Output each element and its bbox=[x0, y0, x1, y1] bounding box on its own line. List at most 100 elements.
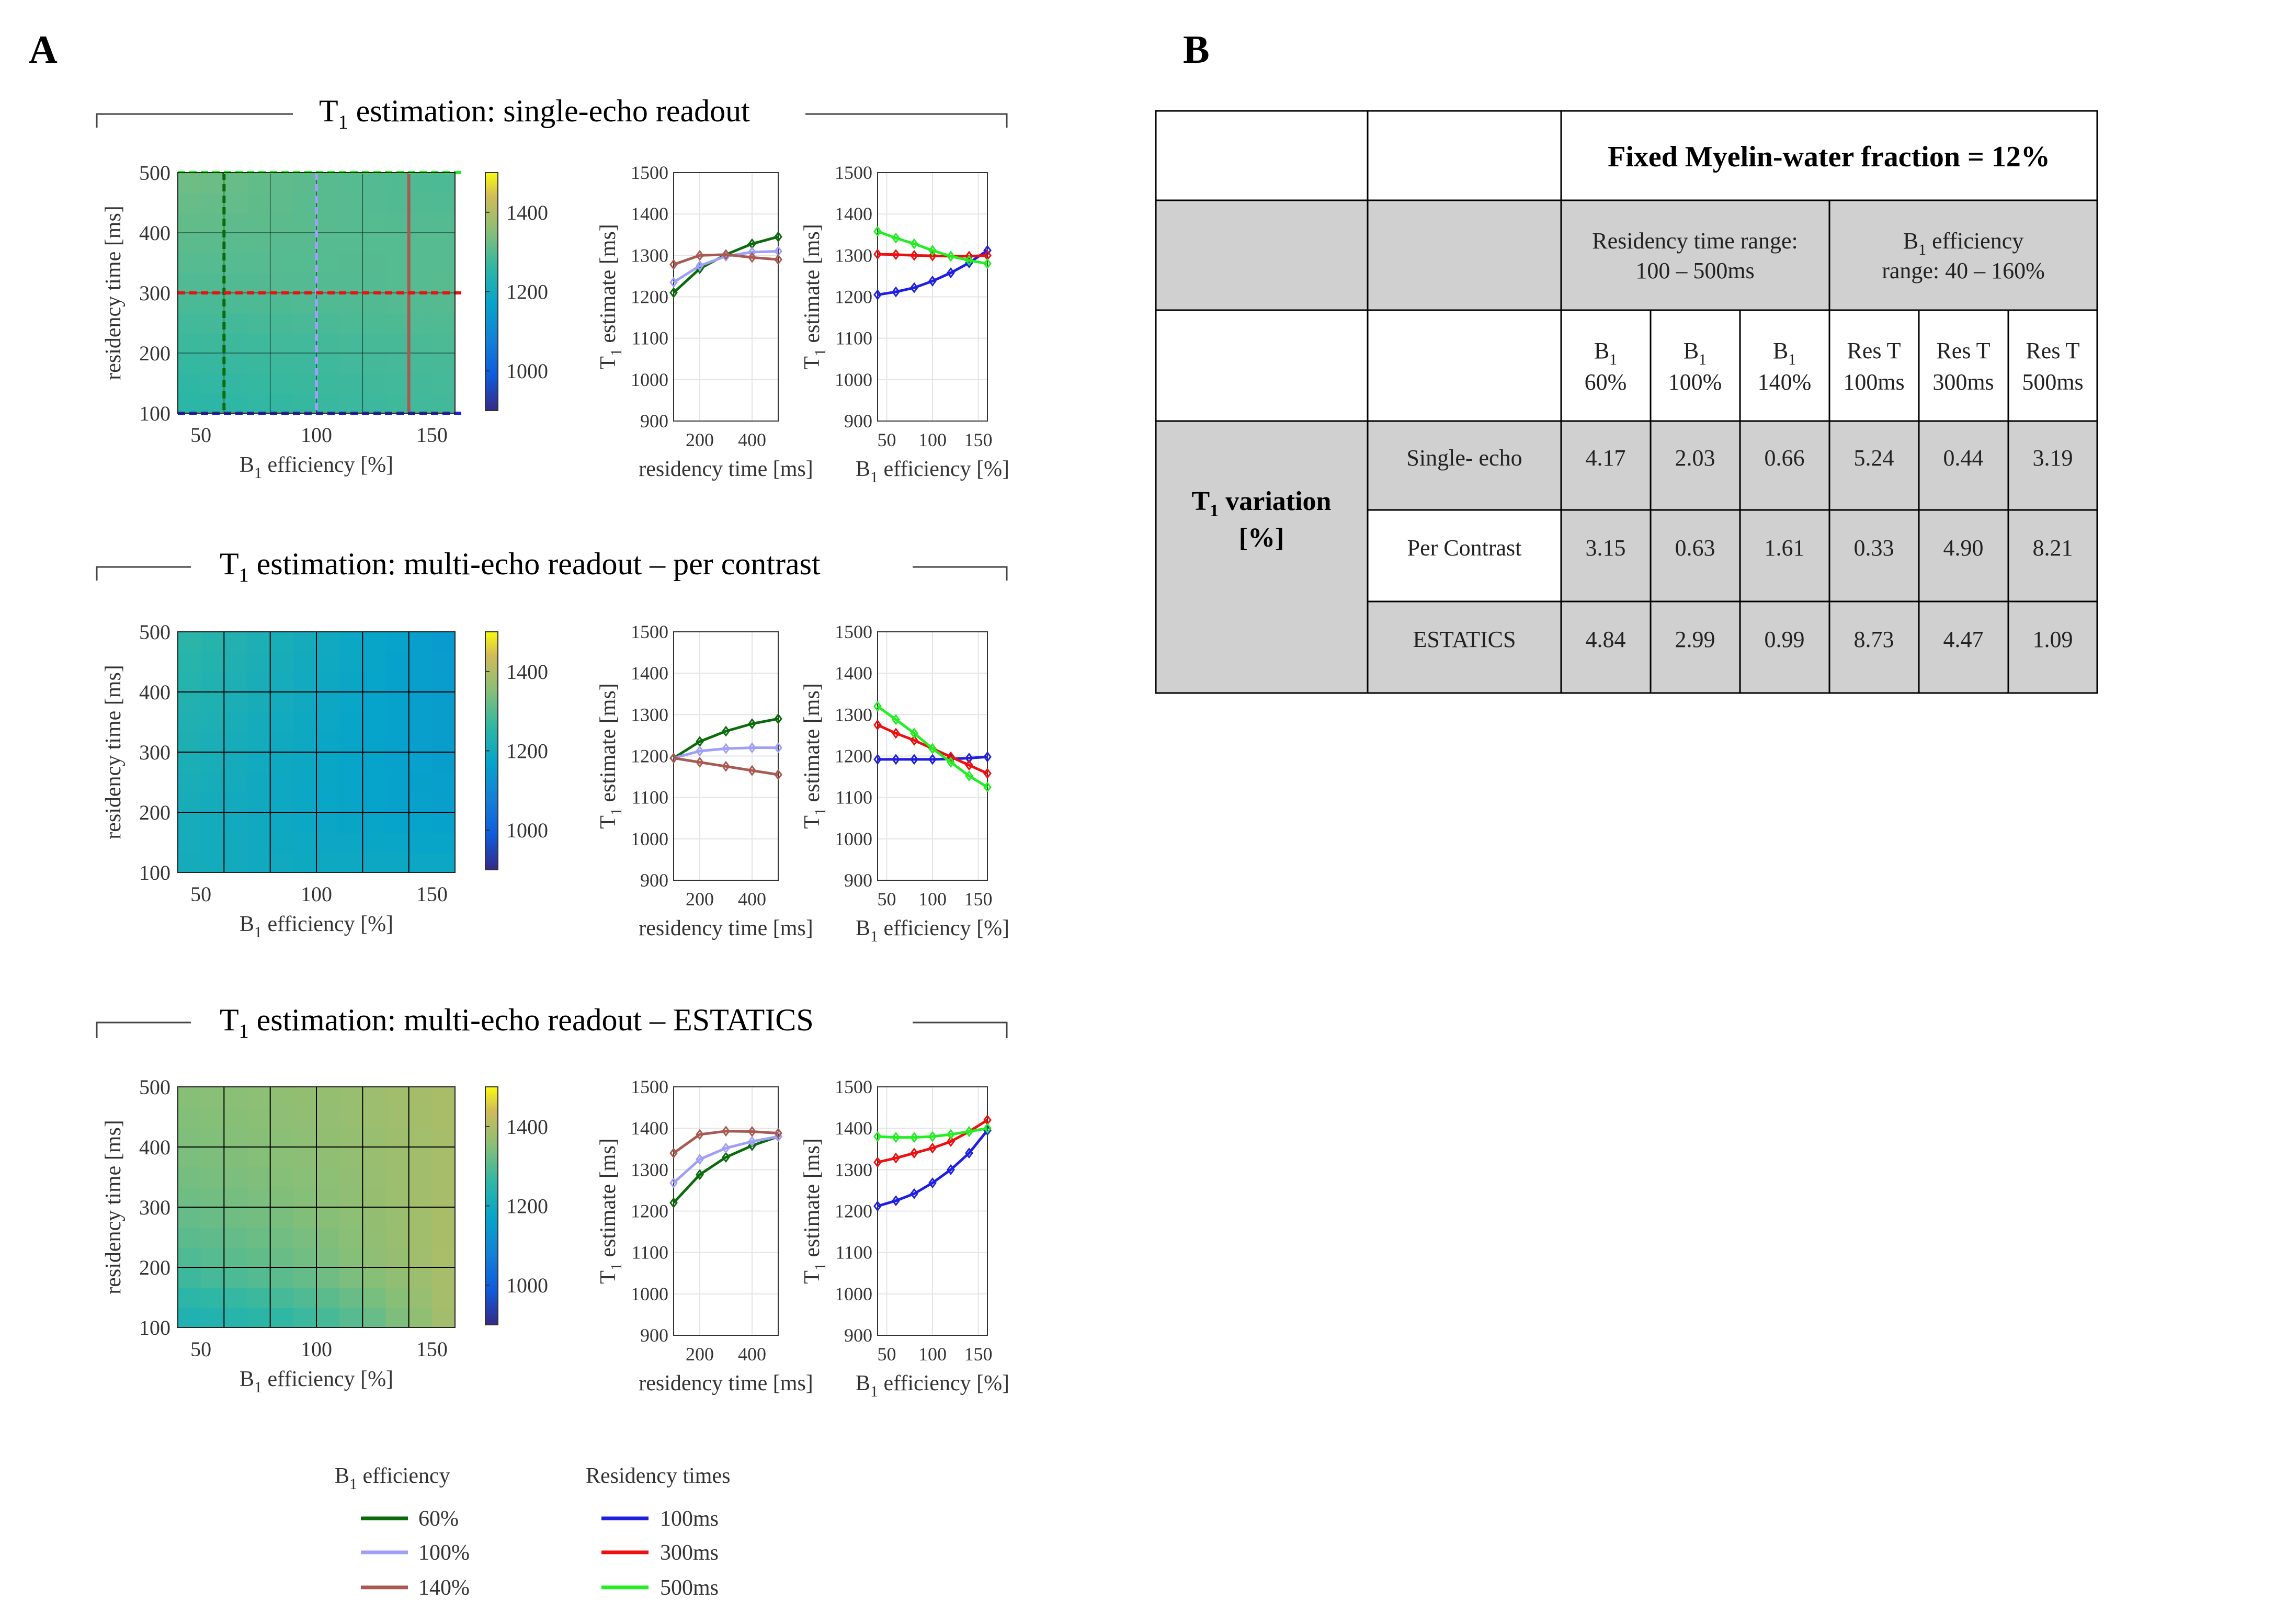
y-tick-label: 1200 bbox=[835, 746, 872, 767]
legend-b1-label: 100% bbox=[418, 1541, 470, 1565]
heatmap-cell bbox=[201, 692, 225, 713]
heatmap-cell bbox=[316, 293, 340, 314]
x-tick-label: 200 bbox=[686, 889, 714, 910]
heatmap-cell bbox=[316, 632, 340, 653]
x-axis-label: B1 efficiency [%] bbox=[856, 1371, 1009, 1400]
legend-b1-label: 60% bbox=[418, 1507, 459, 1531]
heatmap-cell bbox=[362, 812, 386, 833]
heatmap-cell bbox=[339, 293, 363, 314]
data-point bbox=[669, 1148, 678, 1159]
heatmap-cell bbox=[408, 732, 433, 753]
heatmap-cell bbox=[224, 313, 248, 334]
data-point bbox=[910, 734, 918, 746]
heatmap-cell bbox=[316, 852, 340, 873]
row-title-2: T1 estimation: multi-echo readout – per … bbox=[96, 547, 1008, 586]
heatmap-cell bbox=[339, 632, 363, 653]
y-tick-label: 1200 bbox=[835, 287, 872, 308]
heatmap-cell bbox=[385, 233, 410, 254]
heatmap-cell bbox=[270, 1247, 294, 1268]
heatmap-cell bbox=[316, 253, 340, 274]
data-point bbox=[748, 252, 756, 263]
heatmap-cell bbox=[316, 233, 340, 254]
data-point bbox=[748, 718, 756, 730]
heatmap-cell bbox=[431, 852, 456, 873]
heatmap-cell bbox=[362, 1287, 386, 1308]
panel-letter-b: B bbox=[1183, 28, 1210, 72]
heatmap-cell bbox=[339, 253, 363, 274]
heatmap-cell bbox=[293, 1287, 317, 1308]
heatmap-y-tick: 400 bbox=[139, 680, 170, 704]
heatmap-cell bbox=[247, 652, 271, 673]
heatmap-cell bbox=[293, 1167, 317, 1188]
heatmap-cell bbox=[201, 732, 225, 753]
heatmap-cell bbox=[385, 852, 410, 873]
heatmap-cell bbox=[362, 752, 386, 773]
heatmap-cell bbox=[316, 373, 340, 394]
heatmap-cell bbox=[270, 712, 294, 733]
y-axis-label: T1 estimate [ms] bbox=[800, 1138, 829, 1284]
heatmap-cell bbox=[247, 1267, 271, 1288]
heatmap-y-tick: 300 bbox=[139, 281, 170, 305]
heatmap-cell bbox=[385, 1127, 410, 1148]
legend: B1 efficiency 60% 100% 140% Residency ti… bbox=[335, 1464, 730, 1600]
x-tick-label: 100 bbox=[918, 1344, 947, 1365]
data-point bbox=[669, 287, 678, 299]
heatmap-cell bbox=[178, 792, 202, 813]
y-tick-label: 1200 bbox=[835, 1201, 872, 1222]
colorbar-tick-label: 1200 bbox=[506, 740, 548, 763]
heatmap-cell bbox=[362, 852, 386, 873]
data-point bbox=[873, 225, 882, 237]
heatmap-cell bbox=[408, 1307, 433, 1328]
heatmap-y-tick: 400 bbox=[139, 221, 170, 245]
heatmap-cell bbox=[224, 353, 248, 374]
table-cell-value: 1.61 bbox=[1765, 535, 1805, 561]
heatmap-cell bbox=[201, 1267, 225, 1288]
data-point bbox=[873, 1156, 882, 1168]
svg-text:60%: 60% bbox=[1585, 369, 1627, 395]
heatmap-cell bbox=[339, 313, 363, 334]
heatmap-cell bbox=[178, 353, 202, 374]
heatmap-cell bbox=[431, 1307, 456, 1328]
svg-text:T1 estimation: single-echo rea: T1 estimation: single-echo readout bbox=[319, 94, 750, 133]
table-cell-value: 3.15 bbox=[1586, 535, 1626, 561]
heatmap-cell bbox=[293, 832, 317, 853]
y-tick-label: 1100 bbox=[835, 1242, 872, 1263]
data-point bbox=[928, 1177, 937, 1189]
table-cell-value: 0.99 bbox=[1765, 627, 1805, 652]
heatmap-cell bbox=[293, 272, 317, 293]
heatmap-cell bbox=[178, 1227, 202, 1248]
heatmap-cell bbox=[339, 212, 363, 233]
plot-frame bbox=[673, 1086, 779, 1336]
heatmap-cell bbox=[224, 652, 248, 673]
heatmap-cell bbox=[247, 1187, 271, 1208]
heatmap-cell bbox=[270, 373, 294, 394]
heatmap-cell bbox=[178, 1087, 202, 1108]
data-point bbox=[892, 1195, 900, 1207]
heatmap-cell bbox=[270, 812, 294, 833]
heatmap-cell bbox=[201, 293, 225, 314]
heatmap-cell bbox=[293, 1107, 317, 1128]
y-axis-label: T1 estimate [ms] bbox=[800, 683, 829, 829]
y-tick-label: 1200 bbox=[631, 287, 668, 308]
heatmap-cell bbox=[224, 393, 248, 414]
data-point bbox=[722, 725, 730, 737]
heatmap-cell bbox=[293, 173, 317, 194]
svg-text:T1 estimation: multi-echo read: T1 estimation: multi-echo readout – ESTA… bbox=[220, 1003, 814, 1042]
heatmap-cell bbox=[293, 652, 317, 673]
series-line bbox=[673, 746, 778, 759]
heatmap-xlabel: B1 efficiency [%] bbox=[240, 912, 393, 941]
heatmap-cell bbox=[247, 752, 271, 773]
svg-text:Res T: Res T bbox=[1936, 338, 1990, 364]
heatmap-cell bbox=[408, 832, 433, 853]
heatmap-cell bbox=[270, 732, 294, 753]
data-point bbox=[696, 1129, 704, 1140]
heatmap-cell bbox=[178, 1127, 202, 1148]
series-line bbox=[877, 1127, 988, 1139]
heatmap-cell bbox=[178, 1287, 202, 1308]
heatmap-cell bbox=[178, 272, 202, 293]
heatmap-cell bbox=[293, 212, 317, 233]
legend-res-item: 500ms bbox=[601, 1576, 719, 1600]
heatmap-cell bbox=[408, 192, 433, 213]
heatmap-cell bbox=[201, 192, 225, 213]
legend-res-label: 100ms bbox=[660, 1507, 719, 1531]
